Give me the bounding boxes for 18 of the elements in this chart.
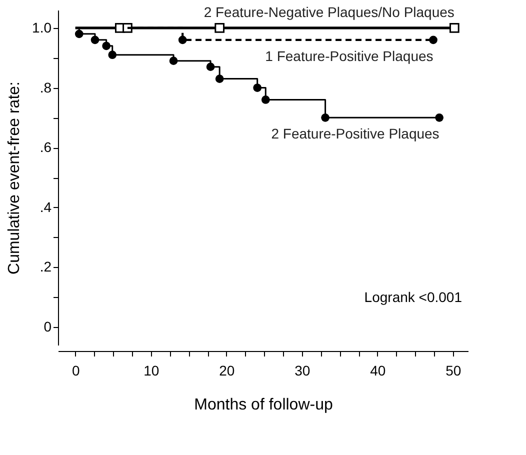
y-tick-label: .6 (40, 139, 52, 156)
y-tick-label: 1.0 (32, 19, 52, 36)
y-axis-title: Cumulative event-free rate: (6, 82, 24, 274)
y-tick-label: .2 (40, 258, 52, 275)
x-axis-title: Months of follow-up (194, 396, 333, 414)
series-label: 2 Feature-Positive Plaques (271, 126, 440, 142)
x-tick-label: 10 (144, 362, 160, 378)
series-label: 1 Feature-Positive Plaques (265, 48, 434, 64)
series-label: 2 Feature-Negative Plaques/No Plaques (204, 4, 454, 20)
y-tick-label: 0 (44, 318, 52, 335)
x-tick-label: 20 (219, 362, 235, 378)
x-tick-label: 30 (294, 362, 310, 378)
x-tick-label: 40 (370, 362, 386, 378)
annotation: Logrank <0.001 (364, 289, 462, 305)
y-tick-label: .4 (40, 198, 52, 215)
x-tick-label: 50 (446, 362, 462, 378)
y-tick-label: .8 (40, 79, 52, 96)
x-tick-label: 0 (72, 362, 80, 378)
